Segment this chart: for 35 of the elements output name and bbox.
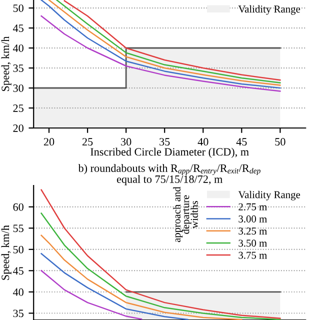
y-tick-label: 30 [13,84,24,92]
legend-label: 3.25 m [238,228,267,235]
y-tick-label: 55 [13,224,24,232]
x-tick-label: 30 [121,138,132,146]
chart-title: b) roundabouts with R$_{app}$/R$_{entry}$/R$_{exit}$/R$_{dep}$ equal to 75/15/18/72, m [78,164,260,186]
y-tick-label: 45 [12,267,24,275]
x-tick-label: 35 [160,138,170,146]
x-tick-label: 40 [198,138,208,146]
y-axis-title: Speed, km/h [1,36,12,92]
line-series [40,270,142,320]
legend-label: 3.50 m [238,240,267,247]
legend-label: Validity Range [238,190,300,200]
y-tick-label: 50 [13,246,24,254]
x-axis-title: Inscribed Circle Diameter (ICD), m [90,148,249,158]
y-axis-title: Speed, km/h [1,225,12,280]
x-tick-label: 50 [275,138,286,146]
legend-label: 3.75 m [238,252,267,259]
legend-label: 2.75 m [238,203,267,210]
y-tick-label: 35 [13,64,24,72]
y-tick-label: 20 [13,124,24,132]
legend-title: approach and departure widths [173,186,198,242]
y-tick-label: 40 [12,288,24,296]
y-tick-label: 45 [12,24,24,32]
y-tick-label: 40 [12,44,24,52]
x-tick-label: 25 [82,138,93,146]
x-tick-label: 20 [44,138,54,146]
legend-label: 3.00 m [238,215,267,223]
y-tick-label: 25 [13,104,24,112]
x-tick-label: 45 [236,138,247,146]
line-series [40,253,188,320]
y-tick-label: 50 [13,4,24,12]
legend-label: Validity Range [238,5,300,15]
line-series [40,15,281,92]
y-tick-label: 35 [13,310,24,318]
y-tick-label: 60 [13,203,24,211]
